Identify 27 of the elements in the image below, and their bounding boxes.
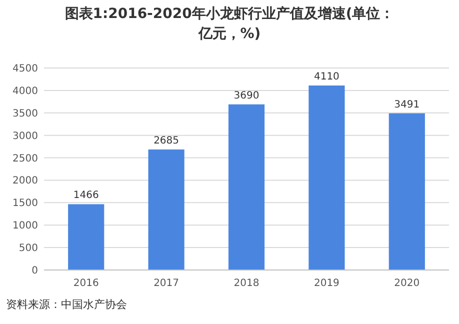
x-tick-label: 2017 <box>154 278 180 289</box>
data-label: 3690 <box>234 90 260 102</box>
bar <box>148 149 184 270</box>
bar <box>68 204 104 270</box>
x-tick-label: 2018 <box>234 278 260 289</box>
chart-title: 图表1:2016-2020年小龙虾行业产值及增速(单位：亿元，%) <box>64 5 394 44</box>
y-tick-label: 3000 <box>12 130 38 142</box>
x-tick-label: 2016 <box>73 278 99 289</box>
y-tick-label: 500 <box>18 243 38 254</box>
x-tick-label: 2019 <box>314 278 340 289</box>
data-label: 1466 <box>73 190 99 202</box>
x-tick-label: 2020 <box>394 278 420 289</box>
y-tick-label: 1500 <box>12 198 38 210</box>
y-tick-label: 4500 <box>12 64 38 74</box>
y-tick-label: 3500 <box>12 108 38 120</box>
y-tick-label: 2500 <box>12 153 38 164</box>
bar <box>388 113 425 270</box>
data-label: 3491 <box>394 99 420 110</box>
bar <box>308 86 345 270</box>
bar <box>228 104 265 270</box>
y-tick-label: 4000 <box>12 86 38 97</box>
data-label: 4110 <box>314 72 340 83</box>
data-label: 2685 <box>154 135 180 146</box>
y-tick-label: 1000 <box>12 220 38 232</box>
y-tick-label: 2000 <box>12 176 38 187</box>
y-tick-label: 0 <box>32 266 38 276</box>
text: 资料来源：中国水产协会 <box>6 298 127 311</box>
